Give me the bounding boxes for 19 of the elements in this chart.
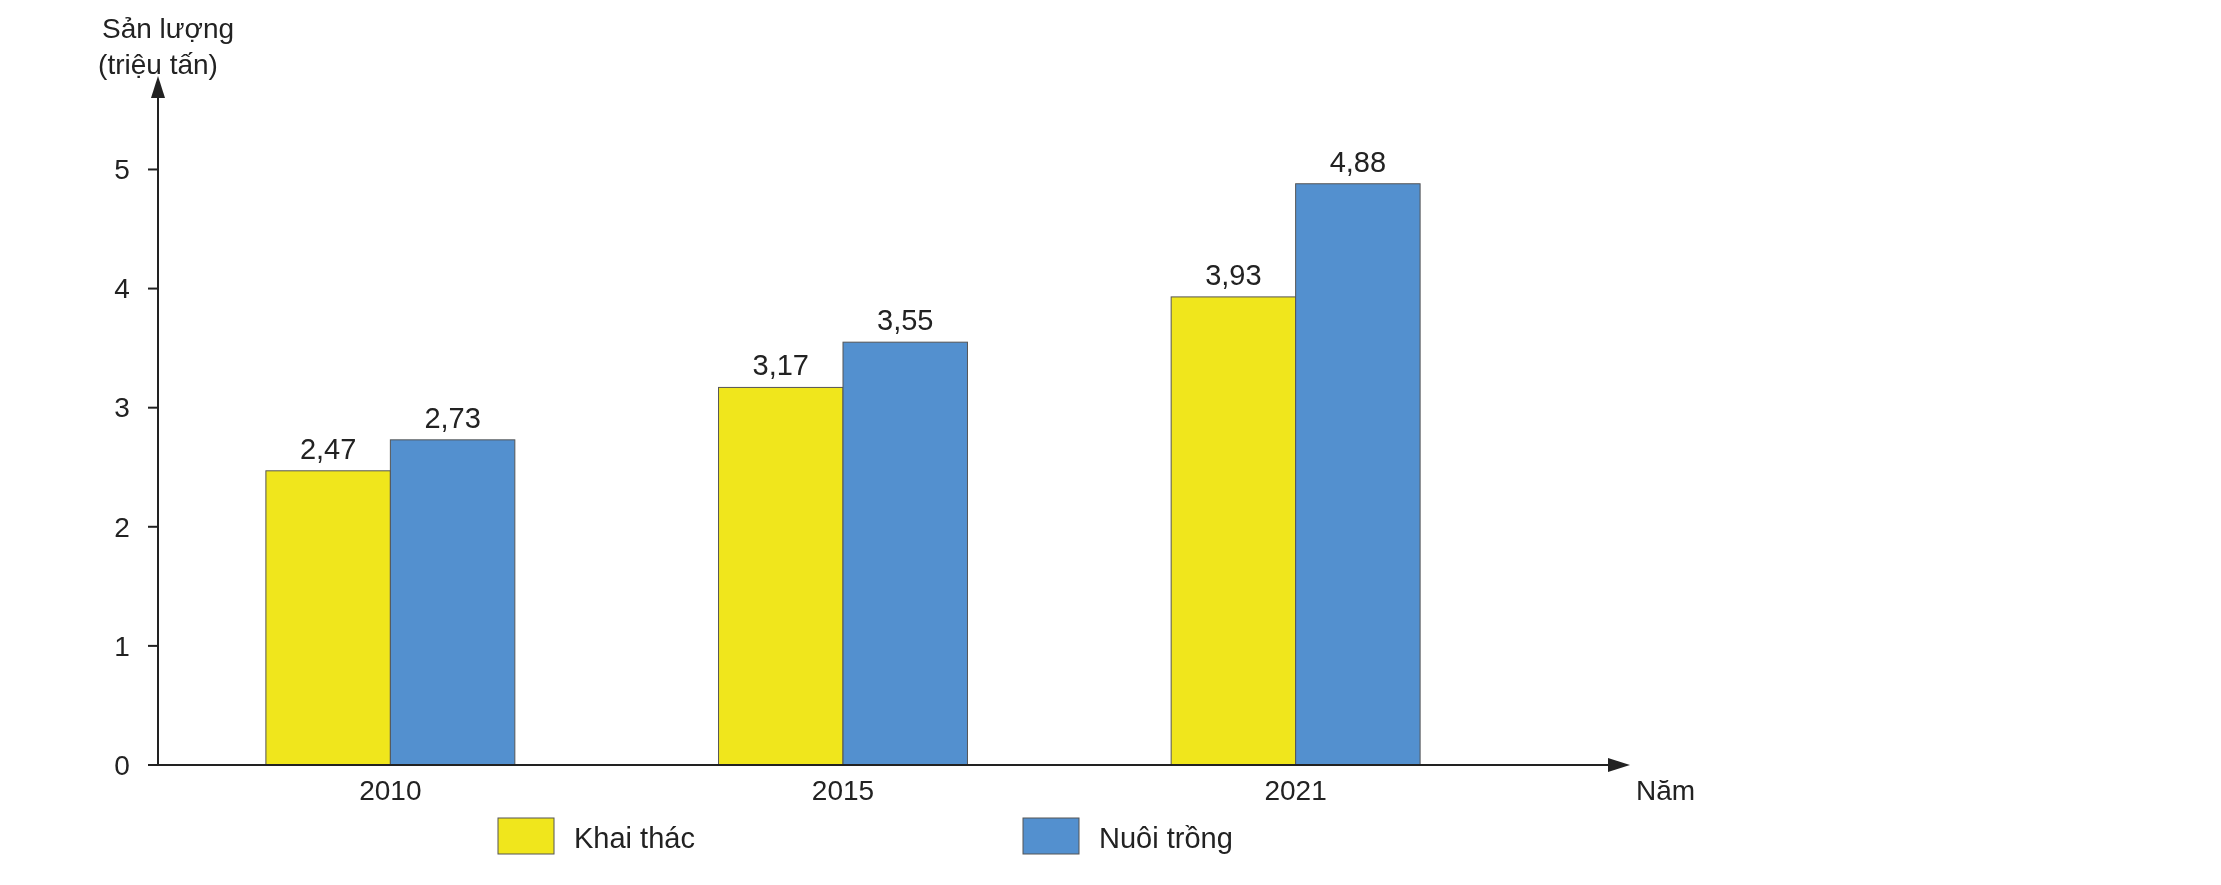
data-label: 2,47 xyxy=(299,432,357,465)
y-tick-label: 1 xyxy=(114,630,130,662)
data-label: 3,17 xyxy=(752,349,809,382)
y-tick-label: 5 xyxy=(114,154,130,186)
x-tick-label: 2015 xyxy=(811,775,875,806)
y-axis-title: Sản lượng (triệu tấn) xyxy=(98,13,235,80)
data-label: 3,55 xyxy=(877,304,934,337)
y-tick-label: 3 xyxy=(114,392,130,424)
x-axis-title: Năm xyxy=(1636,775,1696,806)
x-tick-label: 2010 xyxy=(359,775,422,806)
y-tick-label: 2 xyxy=(114,511,130,543)
legend-label: Khai thác xyxy=(574,822,695,854)
x-tick-label: 2021 xyxy=(1264,775,1327,806)
data-label: 3,93 xyxy=(1205,258,1262,291)
data-label: 2,73 xyxy=(424,401,481,434)
y-tick-label: 4 xyxy=(114,273,130,305)
data-label: 4,88 xyxy=(1329,145,1387,178)
legend-label: Nuôi trồng xyxy=(1099,822,1233,854)
y-tick-label: 0 xyxy=(114,749,130,781)
